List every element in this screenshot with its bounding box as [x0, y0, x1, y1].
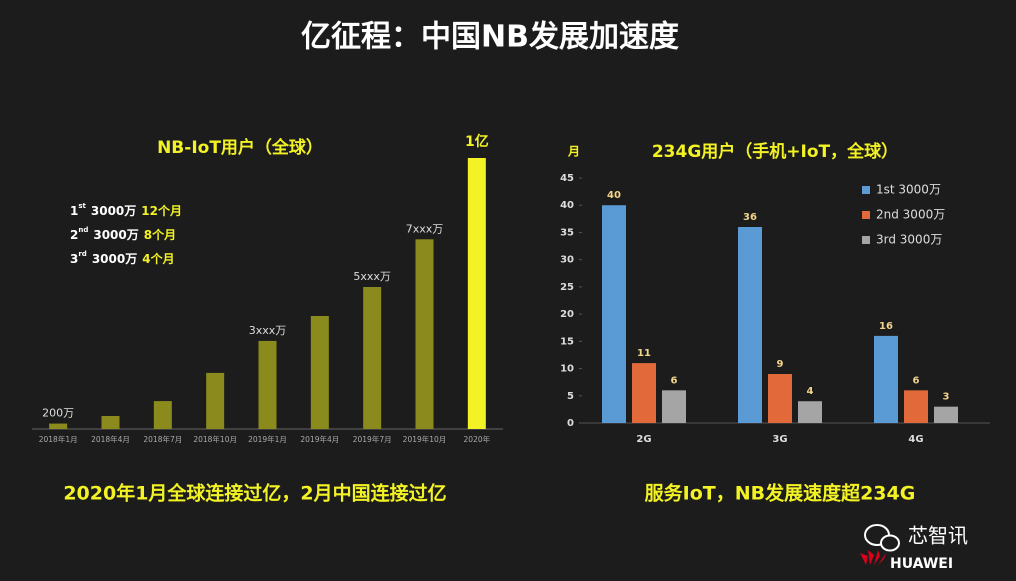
- x-tick-label: 2018年1月: [39, 434, 78, 444]
- data-label: 9: [777, 359, 784, 370]
- legend-label: 2nd 3000万: [876, 208, 945, 222]
- bar: [258, 340, 277, 429]
- legend-swatch: [862, 236, 870, 244]
- bar: [738, 227, 762, 423]
- x-tick-label: 2018年7月: [143, 434, 182, 444]
- annotation-text: 3000万: [93, 228, 138, 242]
- slide-title: 亿征程：中国NB发展加速度: [301, 20, 679, 55]
- data-label: 3xxx万: [249, 324, 287, 337]
- data-label: 200万: [42, 407, 74, 420]
- annotation-duration: 8个月: [144, 227, 176, 242]
- data-label: 11: [637, 348, 651, 359]
- x-tick-label: 2G: [636, 434, 651, 445]
- bar: [467, 158, 486, 429]
- bar: [798, 401, 822, 423]
- bar: [874, 335, 898, 423]
- x-tick-label: 2019年4月: [300, 434, 339, 444]
- brand: HUAWEI: [890, 556, 953, 572]
- y-tick-label: 35: [560, 227, 574, 238]
- bar: [415, 239, 434, 429]
- x-tick-label: 2019年7月: [353, 434, 392, 444]
- bar: [904, 390, 928, 423]
- annotation-text: 3000万: [92, 252, 137, 266]
- legend-label: 1st 3000万: [876, 183, 941, 197]
- data-label: 40: [607, 190, 621, 201]
- annotation-suffix: rd: [78, 250, 86, 258]
- caption: 2020年1月全球连接过亿，2月中国连接过亿: [63, 482, 446, 505]
- bar: [153, 401, 172, 429]
- annotation-suffix: nd: [78, 226, 88, 234]
- y-tick-label: 20: [560, 309, 574, 320]
- legend-label: 3rd 3000万: [876, 233, 942, 247]
- data-label: 3: [943, 392, 950, 403]
- data-label: 5xxx万: [353, 270, 391, 283]
- bar: [768, 374, 792, 423]
- y-tick-label: 0: [567, 418, 574, 429]
- bar: [310, 315, 329, 429]
- data-label: 16: [879, 321, 893, 332]
- x-tick-label: 3G: [772, 434, 787, 445]
- annotation-ordinal: 1: [70, 204, 78, 218]
- bar: [206, 372, 225, 429]
- data-label: 6: [913, 375, 920, 386]
- x-tick-label: 2018年10月: [193, 434, 237, 444]
- bar: [934, 406, 958, 423]
- annotation-ordinal: 3: [70, 252, 78, 266]
- x-tick-label: 2020年: [464, 434, 491, 444]
- bar: [662, 390, 686, 423]
- bar: [101, 415, 120, 429]
- wechat-icon: [864, 524, 900, 552]
- y-tick-label: 45: [560, 173, 574, 184]
- annotation-duration: 4个月: [142, 251, 174, 266]
- caption: 服务IoT，NB发展速度超234G: [645, 482, 916, 505]
- y-tick-label: 15: [560, 336, 574, 347]
- legend-swatch: [862, 186, 870, 194]
- x-tick-label: 4G: [908, 434, 923, 445]
- chart-title: 234G用户（手机+IoT，全球）: [652, 141, 898, 162]
- chart-title: NB-IoT用户（全球）: [157, 137, 323, 158]
- y-axis-label: 月: [567, 145, 580, 159]
- annotation-text: 3000万: [91, 204, 136, 218]
- x-tick-label: 2019年10月: [403, 434, 447, 444]
- annotation-ordinal: 2: [70, 228, 78, 242]
- y-tick-label: 30: [560, 255, 574, 266]
- annotation: 1st 3000万 12个月: [70, 202, 182, 218]
- x-tick-label: 2018年4月: [91, 434, 130, 444]
- y-tick-label: 40: [560, 200, 574, 211]
- bar: [632, 363, 656, 423]
- data-label: 36: [743, 212, 757, 223]
- annotation-suffix: st: [78, 202, 86, 210]
- y-tick-label: 5: [567, 391, 574, 402]
- bar: [363, 286, 382, 429]
- annotation: 3rd 3000万 4个月: [70, 250, 175, 266]
- annotation-duration: 12个月: [141, 203, 182, 218]
- data-label: 7xxx万: [406, 222, 444, 235]
- watermark: 芯智讯: [908, 524, 968, 548]
- y-tick-label: 10: [560, 364, 574, 375]
- data-label: 4: [807, 386, 814, 397]
- data-label: 6: [671, 375, 678, 386]
- y-tick-label: 25: [560, 282, 574, 293]
- annotation: 2nd 3000万 8个月: [70, 226, 176, 242]
- bar: [49, 423, 68, 429]
- x-tick-label: 2019年1月: [248, 434, 287, 444]
- data-label: 1亿: [465, 133, 489, 150]
- legend-swatch: [862, 211, 870, 219]
- bar: [602, 205, 626, 423]
- huawei-logo: [860, 550, 886, 565]
